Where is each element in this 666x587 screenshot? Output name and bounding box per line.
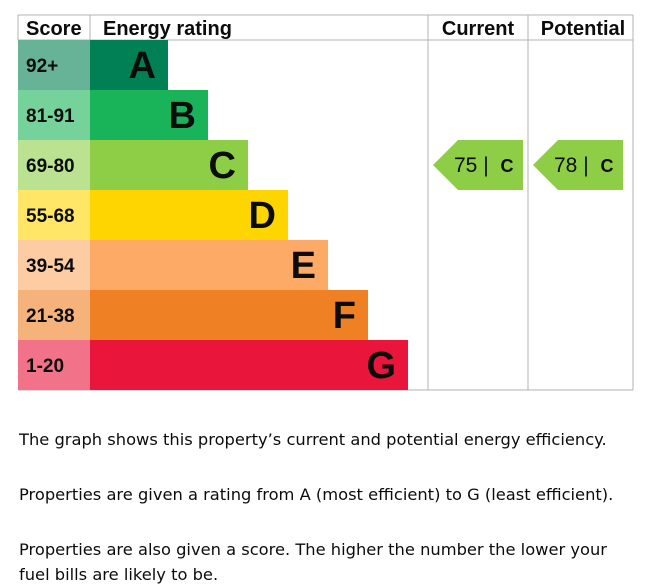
rating-markers: 75 | C 78 | C xyxy=(433,140,623,190)
band-score-label-c: 69-80 xyxy=(26,156,75,177)
current-column-header: Current xyxy=(442,18,515,40)
band-letter-d: D xyxy=(249,195,276,237)
potential-column-header: Potential xyxy=(541,18,625,40)
band-letter-f: F xyxy=(333,295,356,337)
band-letter-g: G xyxy=(366,345,396,387)
score-column-header: Score xyxy=(26,18,82,40)
band-score-cell-c xyxy=(18,140,90,190)
band-row-c: 69-80 C xyxy=(18,140,248,190)
band-letter-a: A xyxy=(129,45,156,87)
band-letter-e: E xyxy=(291,245,316,287)
description-paragraph-1: The graph shows this property’s current … xyxy=(19,430,607,449)
energy-rating-column-header: Energy rating xyxy=(103,18,232,40)
band-score-label-d: 55-68 xyxy=(26,206,75,227)
current-rating-marker-label: 75 | C xyxy=(454,154,513,177)
band-score-label-g: 1-20 xyxy=(26,356,64,377)
current-rating-marker: 75 | C xyxy=(433,140,523,190)
current-rating-marker-arrow xyxy=(433,140,523,190)
band-score-label-b: 81-91 xyxy=(26,106,75,127)
band-letter-c: C xyxy=(209,145,236,187)
band-letter-b: B xyxy=(169,95,196,137)
band-bar-c xyxy=(90,140,248,190)
band-row-g: 1-20 G xyxy=(18,340,408,390)
band-row-b: 81-91 B xyxy=(18,90,208,140)
band-score-cell-e xyxy=(18,240,90,290)
band-score-cell-a xyxy=(18,40,90,90)
band-bar-f xyxy=(90,290,368,340)
band-row-f: 21-38 F xyxy=(18,290,368,340)
band-row-d: 55-68 D xyxy=(18,190,288,240)
potential-rating-marker: 78 | C xyxy=(533,140,623,190)
description-paragraph-2: Properties are given a rating from A (mo… xyxy=(19,485,614,504)
potential-rating-marker-label: 78 | C xyxy=(554,154,613,177)
band-score-cell-g xyxy=(18,340,90,390)
potential-rating-marker-arrow xyxy=(533,140,623,190)
band-score-label-f: 21-38 xyxy=(26,306,75,327)
description-paragraph-3: Properties are also given a score. The h… xyxy=(19,540,607,584)
band-bar-b xyxy=(90,90,208,140)
band-bar-a xyxy=(90,40,168,90)
band-score-cell-f xyxy=(18,290,90,340)
band-bar-g xyxy=(90,340,408,390)
band-score-cell-d xyxy=(18,190,90,240)
band-row-e: 39-54 E xyxy=(18,240,328,290)
rating-bands: 92+ A 81-91 B 69-80 C 55-68 D 39-54 E 21-38 F 1-20 G xyxy=(18,40,408,390)
band-score-cell-b xyxy=(18,90,90,140)
band-score-label-e: 39-54 xyxy=(26,256,75,277)
band-bar-e xyxy=(90,240,328,290)
band-score-label-a: 92+ xyxy=(26,56,58,77)
energy-rating-chart: Score Energy rating Current Potential 92… xyxy=(17,14,634,391)
band-row-a: 92+ A xyxy=(18,40,168,90)
band-bar-d xyxy=(90,190,288,240)
